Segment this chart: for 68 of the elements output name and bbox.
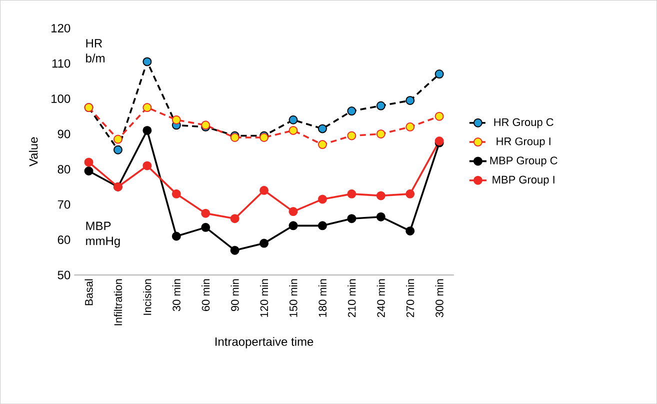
point (376, 212, 386, 222)
point (142, 57, 152, 66)
point (172, 115, 181, 124)
point (230, 214, 240, 224)
point (142, 102, 152, 112)
point (142, 126, 152, 135)
x-tick-label: 60 min (202, 279, 210, 311)
y-tick-label: 80 (58, 164, 70, 174)
point (406, 96, 415, 105)
point (318, 221, 327, 230)
y-tick-label: 70 (58, 200, 70, 209)
point (172, 232, 181, 241)
point (260, 186, 269, 195)
x-tick-label: 120 min (260, 279, 268, 317)
x-axis-title: Intraopertaive time (215, 337, 314, 348)
point (288, 206, 298, 216)
y-tick-label: 100 (52, 94, 70, 103)
point (201, 222, 210, 232)
x-tick-label: 270 min (406, 279, 414, 318)
y-tick-label: 60 (58, 235, 70, 244)
legend-label: MBP Group C (490, 156, 558, 166)
point (288, 126, 298, 135)
point (113, 145, 122, 154)
annotation: MBP mmHg (86, 222, 120, 248)
x-tick-label: 210 min (348, 279, 356, 318)
y-tick-label: 120 (52, 24, 70, 32)
point (347, 214, 356, 224)
legend-label: HR Group C (494, 118, 554, 128)
x-tick-label: Basal (84, 279, 93, 306)
point (230, 246, 240, 255)
point (84, 166, 94, 176)
y-axis-title: Value (28, 137, 38, 166)
y-tick-label: 50 (58, 270, 70, 280)
point (260, 238, 269, 248)
point (288, 221, 298, 230)
point (434, 69, 444, 78)
point (347, 131, 356, 140)
x-tick-label: Infiltration (114, 279, 122, 326)
point (142, 161, 152, 170)
point (376, 101, 386, 110)
x-tick-label: 150 min (289, 279, 298, 317)
annotation: HR b/m (86, 39, 104, 62)
legend-label: MBP Group I (492, 176, 554, 186)
legend-label: HR Group I (496, 137, 550, 148)
point (406, 122, 415, 132)
point (113, 134, 122, 144)
point (434, 112, 444, 121)
point (318, 124, 327, 134)
point (172, 189, 181, 198)
x-tick-label: 240 min (376, 279, 385, 318)
point (318, 140, 327, 149)
point (347, 189, 356, 198)
point (288, 115, 298, 124)
point (201, 208, 210, 218)
x-tick-label: Incision (143, 279, 152, 315)
x-tick-label: 180 min (318, 279, 327, 317)
x-tick-label: 300 min (435, 279, 444, 318)
y-tick-label: 110 (52, 59, 70, 68)
point (406, 189, 415, 198)
x-tick-label: 90 min (230, 279, 239, 311)
y-tick-label: 90 (58, 130, 70, 138)
point (84, 158, 94, 167)
point (318, 194, 327, 204)
point (347, 106, 356, 116)
x-tick-label: 30 min (172, 279, 180, 312)
point (376, 191, 386, 200)
point (406, 226, 415, 236)
point (376, 129, 386, 138)
